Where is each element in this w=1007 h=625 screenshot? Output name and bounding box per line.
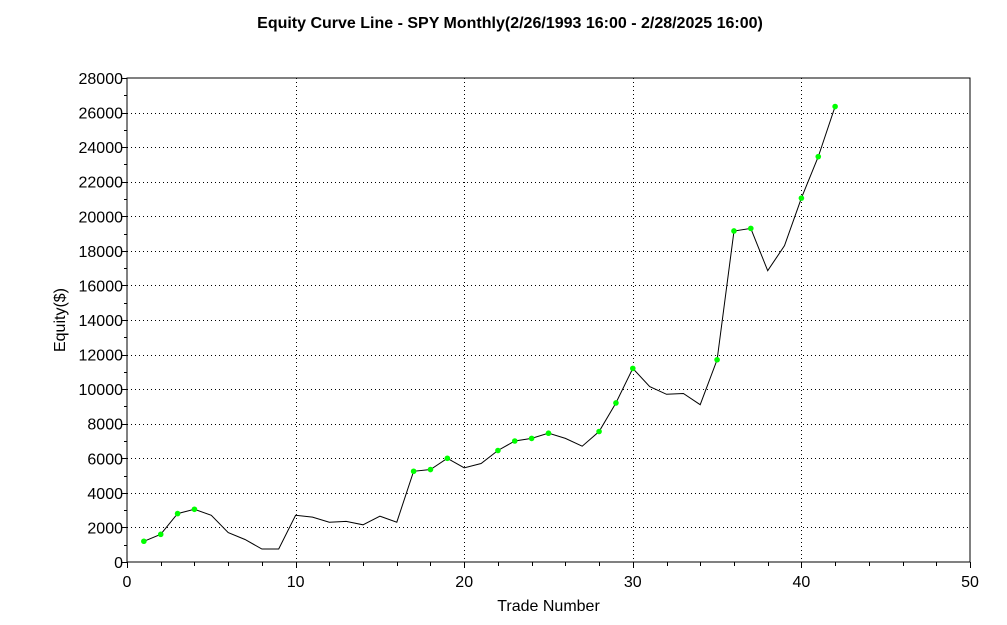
equity-line [143,106,836,550]
equity-point [832,103,838,110]
equity-point [596,428,602,435]
y-tick-label: 4000 [87,486,123,503]
y-tick-label: 18000 [79,244,124,261]
equity-point [427,466,434,473]
y-tick-label: 14000 [79,313,124,330]
equity-point [545,430,552,437]
y-tick-label: 28000 [79,71,124,88]
x-tick-label: 30 [624,574,642,591]
y-tick-label: 16000 [79,278,124,295]
series-equity [141,103,838,550]
equity-point [798,195,805,201]
equity-point [495,447,501,454]
x-tick-label: 0 [123,574,132,591]
equity-point [444,455,451,462]
y-tick-label: 22000 [79,175,124,192]
equity-point [748,225,754,232]
equity-point [613,400,619,406]
equity-point [174,510,181,517]
equity-point [410,468,417,475]
equity-point [815,153,822,160]
equity-point [191,506,198,513]
equity-point [528,435,535,442]
y-tick-label: 0 [114,555,123,572]
equity-point [714,356,720,363]
equity-point [511,438,518,444]
equity-point [731,228,737,234]
y-tick-label: 8000 [87,417,123,434]
x-axis-label: Trade Number [497,598,600,615]
equity-point [157,531,164,538]
y-axis-label: Equity($) [52,287,69,353]
x-tick-label: 50 [961,574,979,591]
y-tick-label: 26000 [79,106,124,123]
y-tick-label: 2000 [87,520,123,537]
chart-title: Equity Curve Line - SPY Monthly(2/26/199… [257,15,763,32]
equity-point [630,365,636,372]
x-tick-label: 20 [455,574,473,591]
y-tick-label: 20000 [79,209,124,226]
y-tick-label: 12000 [79,348,124,365]
tick-labels: 0 10 20 30 40 50 0 2000 4000 6000 8000 10000 12000 14… [79,71,980,591]
y-tick-label: 24000 [79,140,124,157]
equity-point [141,538,147,545]
axis-ticks [121,78,971,568]
grid-lines [127,78,970,562]
y-tick-label: 6000 [87,451,123,468]
x-tick-label: 40 [793,574,811,591]
x-tick-label: 10 [287,574,305,591]
y-tick-label: 10000 [79,382,124,399]
